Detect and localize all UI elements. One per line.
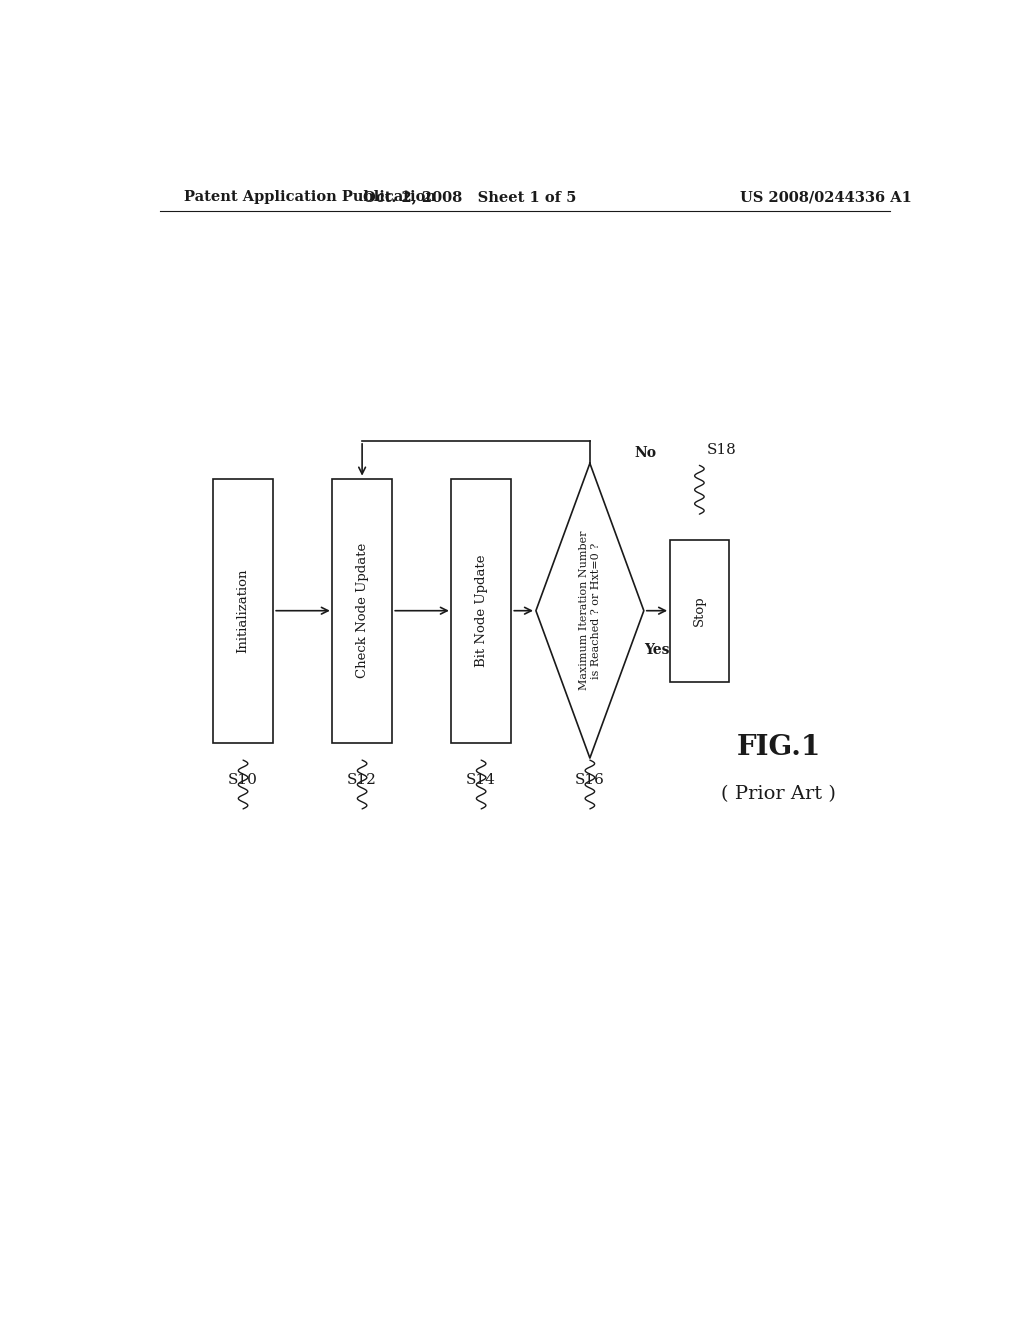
Text: Yes: Yes [644, 643, 670, 657]
Bar [333, 479, 392, 743]
Text: Oct. 2, 2008   Sheet 1 of 5: Oct. 2, 2008 Sheet 1 of 5 [362, 190, 575, 205]
Text: No: No [634, 446, 656, 461]
Text: S10: S10 [228, 774, 258, 787]
Text: S18: S18 [707, 444, 736, 457]
Text: Maximum Iteration Number
is Reached ? or Hxt=0 ?: Maximum Iteration Number is Reached ? or… [580, 531, 601, 690]
Text: Bit Node Update: Bit Node Update [475, 554, 487, 667]
Bar [670, 540, 729, 682]
Text: Check Node Update: Check Node Update [355, 543, 369, 678]
Text: Patent Application Publication: Patent Application Publication [183, 190, 435, 205]
Text: ( Prior Art ): ( Prior Art ) [721, 784, 837, 803]
Text: S14: S14 [466, 774, 496, 787]
Text: Initialization: Initialization [237, 569, 250, 653]
Text: FIG.1: FIG.1 [736, 734, 821, 762]
Text: S16: S16 [574, 774, 605, 787]
Text: S12: S12 [347, 774, 377, 787]
Text: Stop: Stop [693, 595, 706, 626]
Bar [213, 479, 272, 743]
Bar [452, 479, 511, 743]
Text: US 2008/0244336 A1: US 2008/0244336 A1 [740, 190, 912, 205]
